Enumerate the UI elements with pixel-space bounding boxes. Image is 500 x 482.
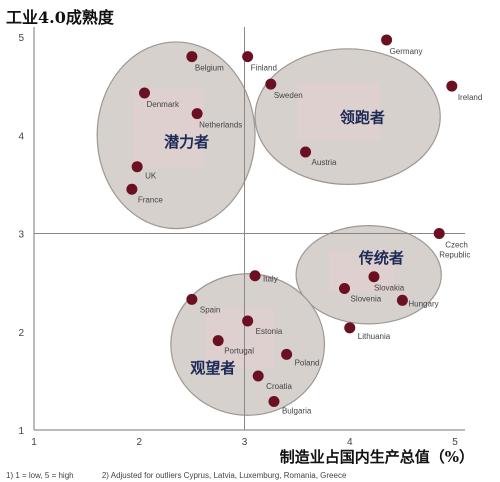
data-point [433, 228, 445, 239]
data-point [131, 161, 143, 173]
x-tick-label: 1 [31, 437, 37, 448]
data-point [212, 335, 224, 347]
group-ellipse-3 [170, 273, 326, 416]
point-label: Austria [312, 158, 337, 167]
group-label: 传统者 [358, 249, 404, 267]
data-point [191, 108, 203, 120]
data-point [368, 271, 380, 283]
data-point [446, 80, 458, 92]
data-point [344, 322, 356, 334]
data-point [242, 51, 254, 63]
group-label: 观望者 [190, 359, 235, 377]
x-tick-label: 4 [347, 437, 353, 448]
point-label: Denmark [147, 100, 180, 109]
point-label: Slovenia [350, 295, 381, 304]
point-label: Estonia [256, 327, 283, 336]
data-point [139, 87, 151, 99]
data-point [300, 146, 312, 158]
point-label: France [138, 195, 163, 204]
data-point [252, 370, 264, 382]
x-tick-label: 2 [136, 437, 142, 448]
point-label: Germany [390, 47, 423, 56]
x-axis-title: 制造业占国内生产总值（%） [279, 448, 474, 466]
point-label: Ireland [458, 93, 482, 102]
point-label: Sweden [274, 91, 303, 100]
group-ellipse-0 [96, 41, 256, 230]
data-point [396, 294, 408, 306]
map-tint-0 [132, 88, 204, 168]
map-tint-1 [296, 82, 381, 141]
axes: 1 2 3 4 5 1 2 3 4 5 [18, 27, 465, 448]
data-point [338, 283, 350, 295]
point-label: Portugal [224, 347, 254, 356]
data-point [126, 183, 138, 195]
point-label: Bulgaria [282, 407, 312, 416]
data-point [242, 315, 254, 327]
point-label: UK [145, 172, 157, 181]
group-label: 潜力者 [164, 133, 209, 151]
data-point [186, 51, 198, 63]
map-tint-2 [328, 250, 395, 292]
y-tick-label: 3 [18, 230, 24, 241]
point-label: Spain [200, 305, 220, 314]
data-point [268, 396, 280, 408]
group-label: 领跑者 [339, 108, 385, 126]
y-axis-title: 工业4.0成熟度 [6, 8, 114, 27]
point-label: Lithuania [358, 332, 391, 341]
footnote-2: 2) Adjusted for outliers Cyprus, Latvia,… [101, 471, 347, 480]
data-point [281, 348, 293, 360]
y-tick-label: 1 [18, 426, 24, 437]
point-label: Hungary [408, 299, 438, 308]
point-label: Belgium [195, 64, 224, 73]
group-ellipses [96, 41, 442, 416]
point-label: Poland [295, 358, 320, 367]
footnote-1: 1) 1 = low, 5 = high [6, 471, 74, 480]
footnotes: 1) 1 = low, 5 = high 2) Adjusted for out… [6, 471, 372, 480]
point-label: Finland [251, 64, 277, 73]
data-point [381, 34, 393, 46]
point-label: Netherlands [199, 121, 242, 130]
data-points [126, 34, 458, 408]
y-tick-label: 4 [18, 131, 24, 142]
data-point [249, 270, 261, 282]
point-label: Czech Republic [439, 241, 470, 260]
y-tick-label: 2 [18, 328, 24, 339]
point-label: Croatia [266, 382, 292, 391]
y-tick-label: 5 [18, 33, 24, 44]
point-label: Italy [263, 275, 278, 284]
x-tick-label: 5 [452, 437, 458, 448]
point-label: Slovakia [374, 284, 405, 293]
data-point [186, 293, 198, 305]
x-tick-label: 3 [242, 437, 248, 448]
data-point [265, 78, 277, 90]
